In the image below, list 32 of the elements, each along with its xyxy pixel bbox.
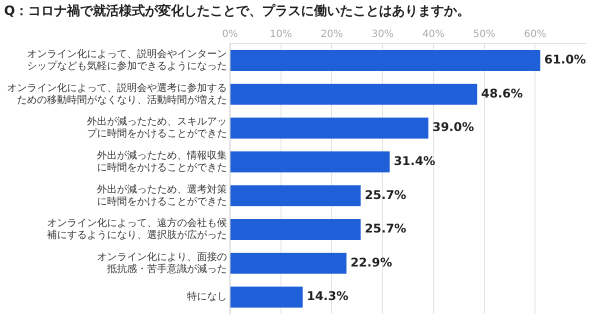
x-tick-label: 0% <box>222 29 238 40</box>
data-label: 22.9% <box>350 255 392 270</box>
bar <box>230 50 540 71</box>
x-tick-label: 40% <box>422 29 445 40</box>
y-tick-label: 特になし <box>187 290 227 303</box>
y-tick-label: オンライン化によって、説明会やインターンシップなども気軽に参加できるようになった <box>27 48 227 72</box>
y-tick-label: 外出が減ったため、スキルアップに時間をかけることができた <box>87 116 227 140</box>
data-label: 31.4% <box>394 154 436 168</box>
x-tick-label: 30% <box>371 29 394 40</box>
x-tick-label: 20% <box>320 29 343 40</box>
y-tick-label: 外出が減ったため、選考対策に時間をかけることができた <box>97 183 227 208</box>
bar <box>230 151 390 172</box>
data-label: 39.0% <box>432 120 474 134</box>
bar <box>230 118 428 139</box>
bar <box>230 252 346 274</box>
data-label: 25.7% <box>364 222 406 236</box>
chart-title: Q：コロナ禍で就活様式が変化したことで、プラスに働いたことはありますか。 <box>4 3 470 20</box>
y-tick-label: 外出が減ったため、情報収集に時間をかけることができた <box>97 149 227 174</box>
x-tick-label: 50% <box>473 29 496 40</box>
data-label: 14.3% <box>306 289 348 304</box>
bar <box>230 286 303 308</box>
bar <box>230 185 361 206</box>
data-label: 25.7% <box>364 188 406 202</box>
data-label: 61.0% <box>544 52 586 67</box>
data-label: 48.6% <box>481 86 523 100</box>
y-tick-label: オンライン化により、面接の抵抗感・苦手意識が減った <box>97 250 227 275</box>
bar <box>230 84 478 105</box>
x-tick-label: 10% <box>270 29 292 40</box>
y-tick-label: オンライン化によって、遠方の会社も候補にするようになり、選択肢が広がった <box>47 217 227 242</box>
x-tick-label: 60% <box>524 29 546 40</box>
bar <box>230 219 361 240</box>
y-tick-label: オンライン化によって、説明会や選考に参加するための移動時間がなくなり、活動時間が増えた <box>7 82 227 106</box>
